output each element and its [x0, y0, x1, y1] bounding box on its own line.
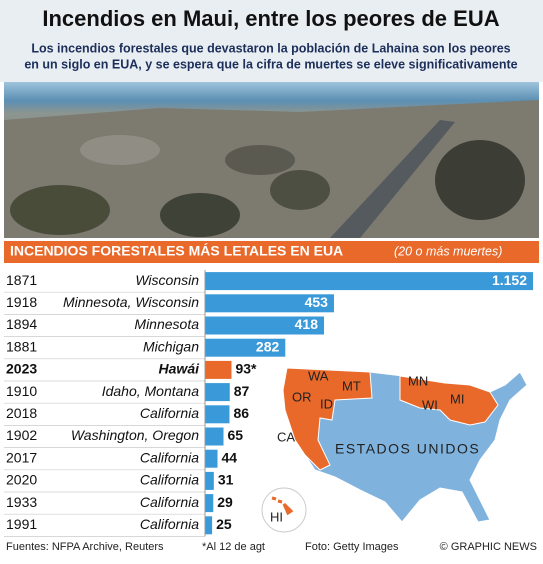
place-label: California: [140, 472, 199, 488]
bar: [205, 294, 334, 313]
subtitle: en un siglo en EUA, y se espera que la c…: [24, 57, 517, 71]
state-label: WA: [308, 368, 329, 383]
bar: [205, 471, 214, 490]
bar: [205, 449, 218, 468]
subtitle: Los incendios forestales que devastaron …: [31, 41, 510, 55]
state-label: MN: [408, 373, 428, 388]
country-label: ESTADOS UNIDOS: [335, 441, 480, 457]
year-label: 1881: [6, 338, 37, 354]
value-label: 29: [217, 494, 233, 510]
value-label: 25: [216, 516, 232, 532]
value-label: 44: [222, 449, 238, 465]
year-label: 1910: [6, 383, 37, 399]
bar: [205, 360, 232, 379]
credit: © GRAPHIC NEWS: [440, 541, 537, 553]
place-label: Minnesota: [134, 316, 199, 332]
year-label: 2020: [6, 472, 37, 488]
place-label: Wisconsin: [135, 272, 199, 288]
place-label: California: [140, 494, 199, 510]
place-label: Michigan: [143, 338, 199, 354]
chart-subtitle: (20 o más muertes): [394, 244, 502, 258]
year-label: 1933: [6, 494, 37, 510]
state-label: CA: [277, 429, 295, 444]
bar: [205, 427, 224, 446]
value-label: 31: [218, 472, 234, 488]
header-bg: [0, 0, 543, 82]
source: Fuentes: NFPA Archive, Reuters: [6, 541, 164, 553]
state-label: WI: [422, 397, 438, 412]
banner: [4, 241, 539, 263]
bar-chart: 1871 Wisconsin 1.152 1918 Minnesota, Wiscons…: [4, 270, 533, 537]
state-label: MT: [342, 378, 361, 393]
place-label: California: [140, 405, 199, 421]
bar: [205, 316, 325, 335]
year-label: 1894: [6, 316, 37, 332]
bar: [205, 383, 230, 402]
state-label: OR: [292, 389, 312, 404]
bar: [205, 516, 213, 535]
place-label: California: [140, 516, 199, 532]
value-label: 1.152: [492, 272, 527, 288]
footnote: *Al 12 de agt: [202, 541, 265, 553]
year-label: 1871: [6, 272, 37, 288]
year-label: 1918: [6, 294, 37, 310]
place-label: Idaho, Montana: [102, 383, 200, 399]
value-label: 453: [305, 294, 329, 310]
state-label: ID: [320, 396, 333, 411]
value-label: 87: [234, 383, 250, 399]
chart-title: INCENDIOS FORESTALES MÁS LETALES EN EUA: [10, 243, 343, 259]
place-label: Minnesota, Wisconsin: [63, 294, 199, 310]
place-label: Washington, Oregon: [71, 427, 199, 443]
year-label: 2018: [6, 405, 37, 421]
photo-credit: Foto: Getty Images: [305, 541, 399, 553]
year-label: 1902: [6, 427, 37, 443]
bar: [205, 405, 230, 424]
value-label: 282: [256, 338, 280, 354]
year-label: 1991: [6, 516, 37, 532]
place-label: California: [140, 449, 199, 465]
value-label: 86: [233, 405, 249, 421]
bar: [205, 272, 533, 291]
value-label: 65: [228, 427, 244, 443]
bar: [205, 494, 214, 513]
value-label: 418: [295, 316, 319, 332]
year-label: 2017: [6, 449, 37, 465]
state-label: HI: [270, 509, 283, 524]
title: Incendios en Maui, entre los peores de E…: [42, 6, 499, 31]
value-label: 93*: [235, 361, 257, 377]
place-label: Hawái: [159, 361, 201, 377]
bar: [205, 338, 286, 357]
map: WA OR ID MT CA MN WI MI HI ESTADOS UNIDO…: [261, 367, 528, 533]
state-label: MI: [450, 391, 464, 406]
photo: [4, 82, 539, 238]
year-label: 2023: [6, 361, 37, 377]
